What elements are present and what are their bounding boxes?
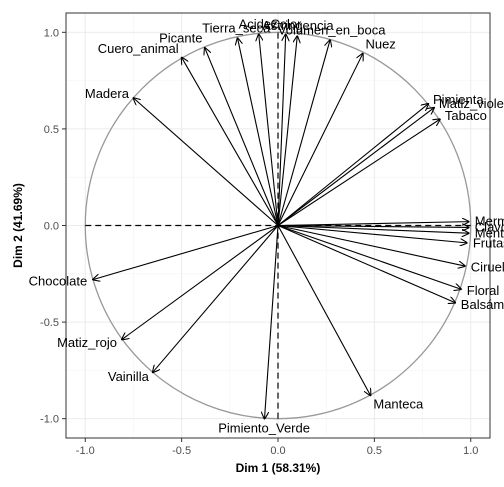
label-tabaco: Tabaco bbox=[445, 108, 487, 123]
arrow-mentas bbox=[277, 224, 469, 234]
arrow-acidez bbox=[259, 34, 279, 226]
arrow-bals-mico bbox=[277, 224, 455, 303]
arrow-astringencia bbox=[277, 36, 297, 226]
arrow-color bbox=[277, 34, 286, 226]
arrow-madera bbox=[133, 98, 279, 226]
arrow-pimienta bbox=[277, 104, 428, 226]
y-tick-label: 1.0 bbox=[44, 27, 59, 39]
label-ciruela: Ciruela bbox=[471, 259, 504, 274]
x-tick-label: 1.0 bbox=[463, 445, 478, 457]
arrow-nuez bbox=[277, 54, 363, 226]
arrow-manteca bbox=[277, 225, 371, 396]
arrow-frutas bbox=[277, 224, 467, 243]
arrow-tabaco bbox=[277, 119, 440, 226]
x-tick-label: 0.5 bbox=[367, 445, 382, 457]
arrow-cuero-animal bbox=[182, 57, 279, 226]
x-tick-label: 0.0 bbox=[270, 445, 285, 457]
arrow-tierra-seca bbox=[238, 38, 279, 226]
label-manteca: Manteca bbox=[373, 396, 424, 411]
label-tierra-seca: Tierra_seca bbox=[202, 20, 271, 35]
variable-arrows bbox=[93, 34, 469, 418]
label-matiz-violeta: Matiz_violeta bbox=[439, 96, 504, 111]
arrow-floral bbox=[277, 224, 461, 290]
arrow-vainilla bbox=[153, 225, 279, 373]
label-frutas: Frutas bbox=[473, 235, 504, 250]
y-axis-title: Dim 2 (41.69%) bbox=[11, 183, 25, 268]
x-tick-label: -1.0 bbox=[76, 445, 95, 457]
label-madera: Madera bbox=[85, 86, 130, 101]
label-chocolate: Chocolate bbox=[29, 273, 88, 288]
label-picante: Picante bbox=[159, 31, 202, 46]
label-mentas: Mentas bbox=[475, 225, 504, 240]
arrow-clavo-de-olor bbox=[277, 226, 469, 228]
label-vainilla: Vainilla bbox=[108, 369, 150, 384]
arrow-matiz-violeta bbox=[277, 108, 434, 226]
arrow-pimiento-verde bbox=[265, 225, 279, 419]
arrow-mermelada bbox=[277, 222, 469, 227]
y-tick-label: -1.0 bbox=[40, 414, 59, 426]
label-bals-mico: Balsámico bbox=[461, 297, 504, 312]
arrow-chocolate bbox=[93, 224, 279, 280]
axis-ticks: -1.0 -0.5 0.0 0.5 1.0 -1.0 -0.5 0.0 0.5 1.0 bbox=[40, 27, 478, 457]
arrow-matiz-rojo bbox=[122, 225, 279, 340]
label-nuez: Nuez bbox=[365, 37, 395, 52]
label-pimiento-verde: Pimiento_Verde bbox=[218, 421, 310, 436]
arrow-picante bbox=[205, 48, 279, 226]
x-tick-label: -0.5 bbox=[172, 445, 191, 457]
label-matiz-rojo: Matiz_rojo bbox=[57, 335, 117, 350]
label-color: Color bbox=[270, 16, 302, 31]
label-acidez: Acidez bbox=[239, 16, 278, 31]
y-tick-label: -0.5 bbox=[40, 317, 59, 329]
label-pimienta: Pimienta bbox=[433, 92, 484, 107]
y-tick-label: 0.5 bbox=[44, 124, 59, 136]
label-mermelada: Mermelada bbox=[475, 214, 504, 229]
x-axis-title: Dim 1 (58.31%) bbox=[236, 461, 321, 475]
arrow-volumen-en-boca bbox=[277, 40, 330, 226]
arrow-ciruela bbox=[277, 224, 465, 267]
label-cuero-animal: Cuero_animal bbox=[98, 41, 179, 56]
label-clavo-de-olor: Clavo_de_olor bbox=[475, 219, 504, 234]
y-tick-label: 0.0 bbox=[44, 221, 59, 233]
label-floral: Floral bbox=[467, 283, 500, 298]
label-volumen-en-boca: Volumen_en_boca bbox=[278, 22, 386, 37]
label-astringencia: Astringencia bbox=[262, 18, 334, 33]
